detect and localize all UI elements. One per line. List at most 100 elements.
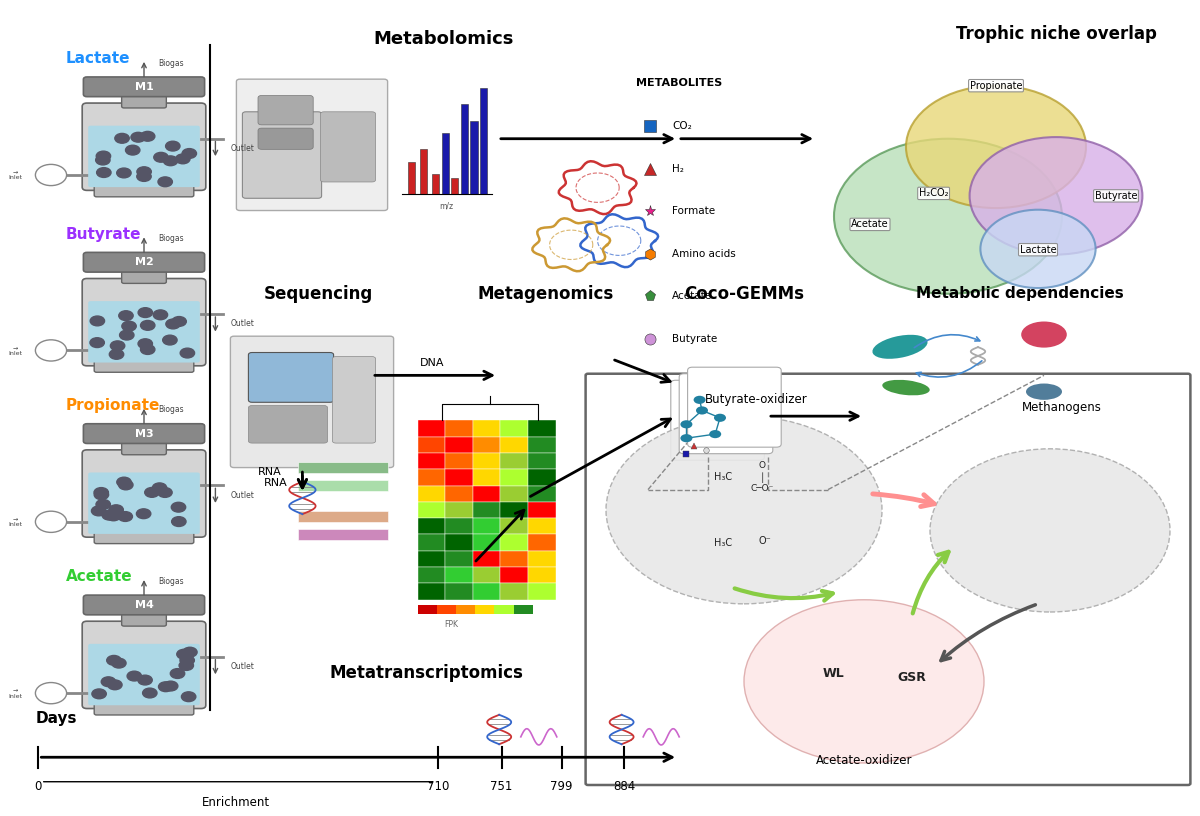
Text: Metatranscriptomics: Metatranscriptomics [329,664,523,682]
Bar [500,437,528,453]
Bar [473,567,500,583]
Bar [298,529,388,540]
Ellipse shape [882,379,930,396]
Circle shape [101,676,115,686]
Circle shape [115,133,130,143]
Text: M2: M2 [134,257,154,268]
FancyBboxPatch shape [258,95,313,125]
Ellipse shape [1026,384,1062,400]
Bar [418,605,437,614]
Text: Biogas: Biogas [158,577,184,586]
Text: Acetate-oxidizer: Acetate-oxidizer [816,754,912,767]
Bar [461,104,468,194]
Bar [418,453,445,469]
Bar [528,486,556,502]
Circle shape [90,316,104,326]
Text: O
│
C─O⁻: O │ C─O⁻ [750,461,774,494]
Bar [528,502,556,518]
FancyBboxPatch shape [89,126,199,187]
Bar [445,534,473,551]
Text: Metagenomics: Metagenomics [478,285,614,303]
Bar [445,453,473,469]
Bar [473,486,500,502]
Bar [445,486,473,502]
Circle shape [107,511,121,521]
Text: O⁻: O⁻ [758,536,772,546]
Bar [500,453,528,469]
Bar [473,420,500,437]
Circle shape [119,480,133,490]
Text: Enrichment: Enrichment [203,796,270,809]
Circle shape [108,680,122,690]
FancyBboxPatch shape [688,367,781,447]
Circle shape [112,659,126,668]
Circle shape [110,341,125,351]
Circle shape [176,650,191,659]
Bar [418,486,445,502]
FancyBboxPatch shape [248,406,328,443]
FancyBboxPatch shape [94,703,194,715]
Text: CO₂: CO₂ [672,122,691,131]
Bar [494,605,514,614]
Circle shape [145,487,160,497]
Circle shape [166,319,180,329]
Bar [442,133,449,194]
Text: M3: M3 [134,428,154,439]
FancyBboxPatch shape [89,301,199,362]
Bar [418,567,445,583]
Bar [420,149,427,194]
FancyBboxPatch shape [320,112,376,182]
Circle shape [680,420,692,428]
Bar [500,469,528,486]
FancyBboxPatch shape [94,532,194,543]
Circle shape [137,509,151,519]
FancyBboxPatch shape [121,610,167,626]
Text: Metabolic dependencies: Metabolic dependencies [916,286,1124,301]
Text: FPK: FPK [444,619,458,629]
Text: Lactate: Lactate [66,51,131,66]
Circle shape [163,156,178,166]
Text: RNA: RNA [264,478,288,488]
Bar [445,567,473,583]
Ellipse shape [872,335,928,359]
Bar [473,518,500,534]
Bar [445,502,473,518]
Text: →
Inlet: → Inlet [8,688,22,698]
Bar [500,518,528,534]
FancyBboxPatch shape [236,79,388,211]
Circle shape [107,655,121,665]
Circle shape [154,153,168,162]
Text: Outlet: Outlet [230,662,254,671]
Circle shape [126,145,140,155]
Text: Outlet: Outlet [230,144,254,153]
Bar [451,178,458,194]
Bar [528,567,556,583]
Bar [445,420,473,437]
Circle shape [96,499,110,509]
Text: 884: 884 [613,780,635,793]
Bar [473,502,500,518]
Circle shape [180,655,194,665]
Text: DNA: DNA [420,358,444,368]
Text: 710: 710 [427,780,449,793]
Circle shape [109,349,124,359]
Bar [298,511,388,522]
Circle shape [95,490,109,499]
FancyBboxPatch shape [121,438,167,455]
Bar [408,162,415,194]
FancyBboxPatch shape [82,278,206,366]
FancyBboxPatch shape [242,112,322,198]
Text: Coco-GEMMs: Coco-GEMMs [684,285,804,303]
FancyBboxPatch shape [248,353,334,402]
Circle shape [127,672,142,681]
Circle shape [182,647,197,657]
Circle shape [35,339,67,361]
Circle shape [154,310,168,320]
FancyBboxPatch shape [671,380,764,460]
Bar [473,551,500,567]
Bar [418,469,445,486]
Text: Biogas: Biogas [158,406,184,415]
Text: Methanogens: Methanogens [1022,401,1102,415]
Bar [500,567,528,583]
Circle shape [94,488,108,498]
